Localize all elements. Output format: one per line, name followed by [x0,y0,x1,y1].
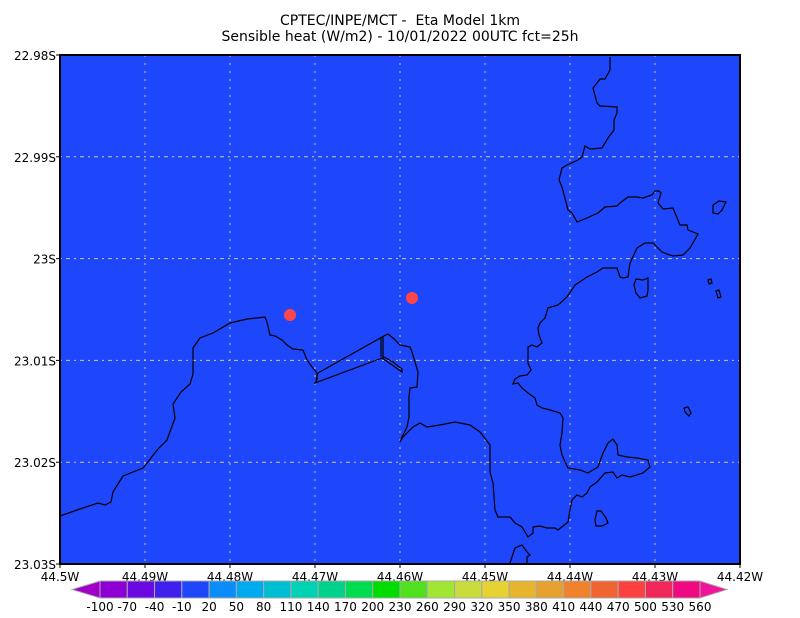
colorbar-box [181,580,210,599]
island-coastline [712,200,727,215]
lat-label: 23S [33,253,56,267]
high-sensible-heat-point [406,292,418,304]
island-coastline [715,289,722,299]
lat-label: 23.01S [14,354,56,368]
lat-label: 22.98S [14,49,56,63]
colorbar-box [481,580,510,599]
colorbar-box [344,580,374,599]
colorbar-box [399,580,428,599]
colorbar-label: 230 [389,600,412,614]
colorbar-label: 320 [470,600,493,614]
colorbar-box [372,580,401,599]
lat-label: 23.02S [14,456,56,470]
colorbar-label: 470 [607,600,630,614]
colorbar-box [617,580,646,599]
island-coastline [707,278,713,285]
colorbar-label: 80 [256,600,271,614]
colorbar-box [126,580,156,599]
title-line-2: Sensible heat (W/m2) - 10/01/2022 00UTC … [221,29,579,45]
lon-label: 44.5W [41,570,80,584]
island-coastline [683,406,692,417]
colorbar-box [263,580,292,599]
colorbar-box [99,580,128,599]
colorbar-label: 530 [661,600,684,614]
colorbar-box [535,580,565,599]
colorbar-box [508,580,537,599]
colorbar-label: 500 [634,600,657,614]
title-line-1: CPTEC/INPE/MCT - Eta Model 1km [279,13,521,29]
high-sensible-heat-point [284,309,296,321]
lat-label: 22.99S [14,151,56,165]
colorbar-label: 170 [334,600,357,614]
coastline [59,316,403,517]
colorbar-label: 440 [579,600,602,614]
colorbar-box [672,580,701,599]
colorbar-label: -40 [145,600,165,614]
colorbar-label: 410 [552,600,575,614]
lat-label: 23.03S [14,558,56,572]
colorbar-box [590,580,619,599]
colorbar-box [235,580,265,599]
colorbar-label: 200 [361,600,384,614]
colorbar-label: 560 [689,600,712,614]
coastline [315,372,319,381]
plot-frame [59,54,741,565]
colorbar-label: 290 [443,600,466,614]
colorbar-label: 350 [498,600,521,614]
colorbar-box [208,580,237,599]
colorbar-label: 380 [525,600,548,614]
colorbar-label: 20 [201,600,216,614]
colorbar-box [563,580,592,599]
coastline [509,544,531,564]
colorbar-label: -100 [86,600,113,614]
lon-label: 44.42W [717,570,763,584]
coastline [317,57,699,538]
colorbar-box [644,580,674,599]
colorbar-box [426,580,456,599]
colorbar-box [154,580,183,599]
colorbar-label: 140 [307,600,330,614]
colorbar-label: 50 [229,600,244,614]
colorbar-box [317,580,346,599]
colorbar-box [290,580,319,599]
colorbar-label: 260 [416,600,439,614]
island-coastline [633,277,649,299]
colorbar-box [454,580,483,599]
island-coastline [594,510,609,527]
colorbar-label: 110 [279,600,302,614]
colorbar-label: -10 [172,600,192,614]
colorbar-label: -70 [117,600,137,614]
